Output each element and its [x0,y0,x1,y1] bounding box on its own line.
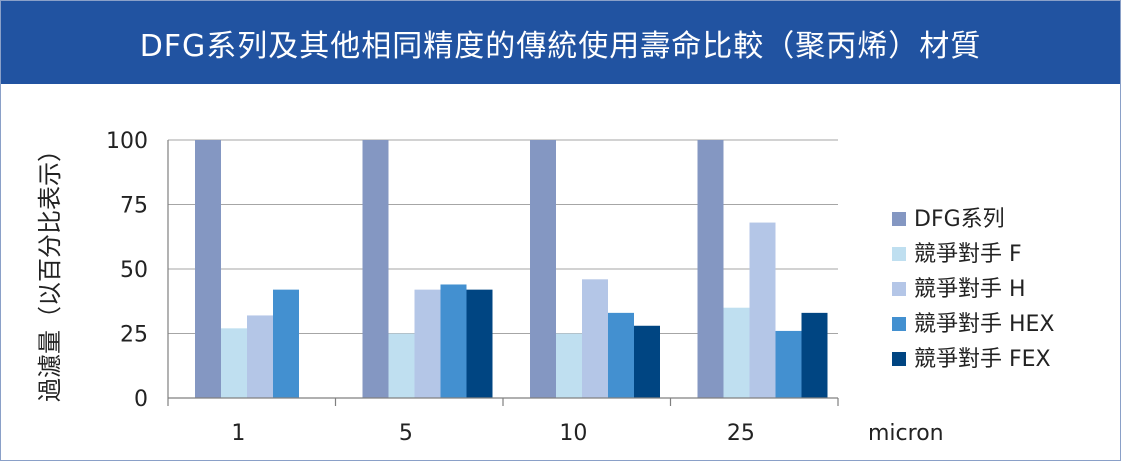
bar [362,140,389,398]
y-tick-label: 100 [106,129,148,154]
legend-swatch [892,247,906,261]
title-bar: DFG系列及其他相同精度的傳統使用壽命比較（聚丙烯）材質 [1,1,1120,84]
legend-label: 競爭對手 H [914,277,1026,302]
bar [556,333,582,398]
chart-title: DFG系列及其他相同精度的傳統使用壽命比較（聚丙烯）材質 [139,28,982,64]
y-tick-label: 0 [134,387,148,412]
legend-label: 競爭對手 FEX [914,347,1051,372]
bar [388,333,415,398]
x-tick-label: 1 [231,421,245,446]
y-tick-label: 75 [120,194,148,219]
bar [723,307,750,398]
bar [466,289,493,398]
bar [414,289,441,398]
bar [247,315,273,398]
gridlines [168,139,838,334]
legend-swatch [892,212,906,226]
legend-swatch [892,282,906,296]
axes: 0 25 50 75 100 1 5 10 25 micron 過濾量（以百分比表示） [36,129,944,446]
y-axis-label: 過濾量（以百分比表示） [36,138,64,402]
legend-label: 競爭對手 F [914,242,1022,267]
bar [608,312,634,398]
bar [749,222,776,398]
x-axis-label: micron [868,421,944,446]
legend-label: 競爭對手 HEX [914,312,1055,337]
bar [582,279,608,398]
x-tick-label: 10 [559,421,587,446]
bar [195,140,221,398]
x-tick-label: 5 [399,421,413,446]
bar [221,328,247,398]
bar [634,325,660,398]
y-tick-label: 50 [120,258,148,283]
bar [775,330,802,398]
bars [195,140,828,398]
bar [440,284,467,398]
legend-swatch [892,352,906,366]
bar [273,289,299,398]
bar [697,140,724,398]
legend-label: DFG系列 [914,207,1005,232]
legend-swatch [892,317,906,331]
y-tick-label: 25 [120,323,148,348]
bar [530,140,556,398]
x-tick-label: 25 [727,421,755,446]
bar [801,312,828,398]
